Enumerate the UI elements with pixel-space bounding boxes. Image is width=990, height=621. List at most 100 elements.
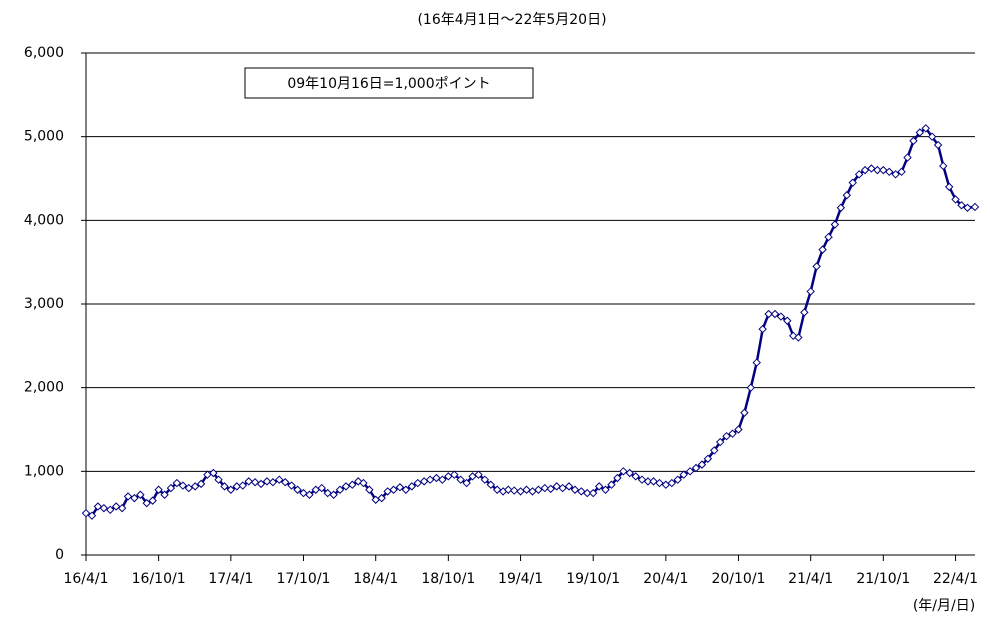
y-tick-label: 1,000	[24, 463, 64, 479]
x-tick-label: 20/4/1	[643, 571, 688, 587]
marker	[909, 136, 918, 146]
marker	[178, 481, 188, 490]
marker	[142, 498, 151, 508]
marker	[891, 170, 900, 179]
y-tick-label: 5,000	[24, 129, 64, 145]
marker	[238, 481, 247, 490]
x-tick-label: 21/4/1	[788, 571, 833, 587]
marker	[601, 485, 610, 494]
marker	[897, 167, 906, 177]
marker	[172, 478, 182, 488]
marker	[359, 478, 368, 488]
x-tick-label: 21/10/1	[856, 571, 910, 587]
marker	[583, 488, 592, 498]
marker	[927, 132, 937, 141]
marker	[450, 470, 459, 479]
marker	[419, 477, 429, 486]
marker	[305, 490, 314, 499]
marker	[794, 333, 803, 342]
marker	[933, 140, 943, 150]
annotation-box	[244, 67, 534, 99]
marker	[703, 454, 713, 463]
marker	[329, 490, 338, 499]
marker	[275, 475, 284, 484]
marker	[209, 468, 218, 478]
marker	[256, 479, 266, 489]
marker	[885, 167, 894, 177]
marker	[710, 446, 719, 455]
marker	[577, 487, 586, 496]
marker	[486, 480, 496, 489]
marker	[323, 488, 332, 498]
y-tick-label: 4,000	[24, 212, 64, 228]
marker	[824, 232, 833, 242]
marker	[764, 309, 773, 319]
marker	[166, 483, 176, 493]
marker	[425, 475, 435, 484]
y-tick-label: 6,000	[24, 45, 64, 61]
marker	[317, 483, 326, 493]
marker	[588, 488, 598, 498]
marker	[81, 508, 91, 518]
x-tick-label: 20/10/1	[711, 571, 765, 587]
marker	[800, 308, 809, 317]
marker	[510, 486, 519, 495]
marker	[667, 478, 676, 488]
marker	[287, 481, 296, 490]
marker	[250, 478, 260, 487]
x-axis-label: (年/月/日)	[913, 598, 975, 614]
marker	[456, 475, 465, 484]
marker	[752, 358, 761, 367]
marker	[685, 467, 695, 476]
marker	[160, 490, 169, 499]
marker	[848, 178, 857, 187]
marker	[915, 128, 925, 137]
marker	[462, 478, 471, 488]
x-tick-label: 16/10/1	[132, 571, 186, 587]
marker	[516, 487, 525, 496]
marker	[226, 485, 236, 494]
marker	[528, 487, 537, 496]
marker	[401, 485, 411, 494]
marker	[348, 480, 357, 489]
marker	[625, 468, 634, 478]
marker	[806, 287, 815, 296]
marker	[873, 165, 882, 175]
marker	[776, 312, 786, 321]
x-tick-label: 18/4/1	[353, 571, 398, 587]
marker	[921, 124, 930, 133]
marker	[99, 503, 109, 513]
marker	[715, 437, 725, 447]
x-tick-label: 22/4/1	[933, 571, 978, 587]
marker	[619, 467, 628, 476]
marker	[196, 479, 206, 489]
marker	[438, 475, 447, 484]
marker	[970, 202, 980, 212]
marker	[613, 473, 622, 483]
marker	[552, 482, 561, 491]
marker	[244, 477, 253, 486]
marker	[407, 482, 417, 491]
marker	[957, 201, 966, 210]
marker	[944, 182, 954, 192]
marker	[649, 477, 658, 486]
marker	[117, 503, 127, 513]
x-tick-label: 18/10/1	[421, 571, 475, 587]
marker	[564, 482, 574, 491]
marker	[637, 475, 647, 484]
marker	[783, 316, 792, 325]
y-tick-label: 3,000	[24, 296, 64, 312]
marker	[679, 470, 688, 479]
marker	[697, 460, 707, 469]
marker	[740, 408, 749, 417]
x-tick-label: 16/4/1	[63, 571, 108, 587]
marker	[432, 473, 441, 483]
x-tick-label: 19/4/1	[498, 571, 543, 587]
marker	[903, 153, 912, 162]
marker	[854, 170, 864, 179]
marker	[643, 477, 653, 486]
marker	[728, 429, 737, 438]
marker	[812, 262, 821, 271]
y-tick-label: 2,000	[24, 380, 64, 396]
